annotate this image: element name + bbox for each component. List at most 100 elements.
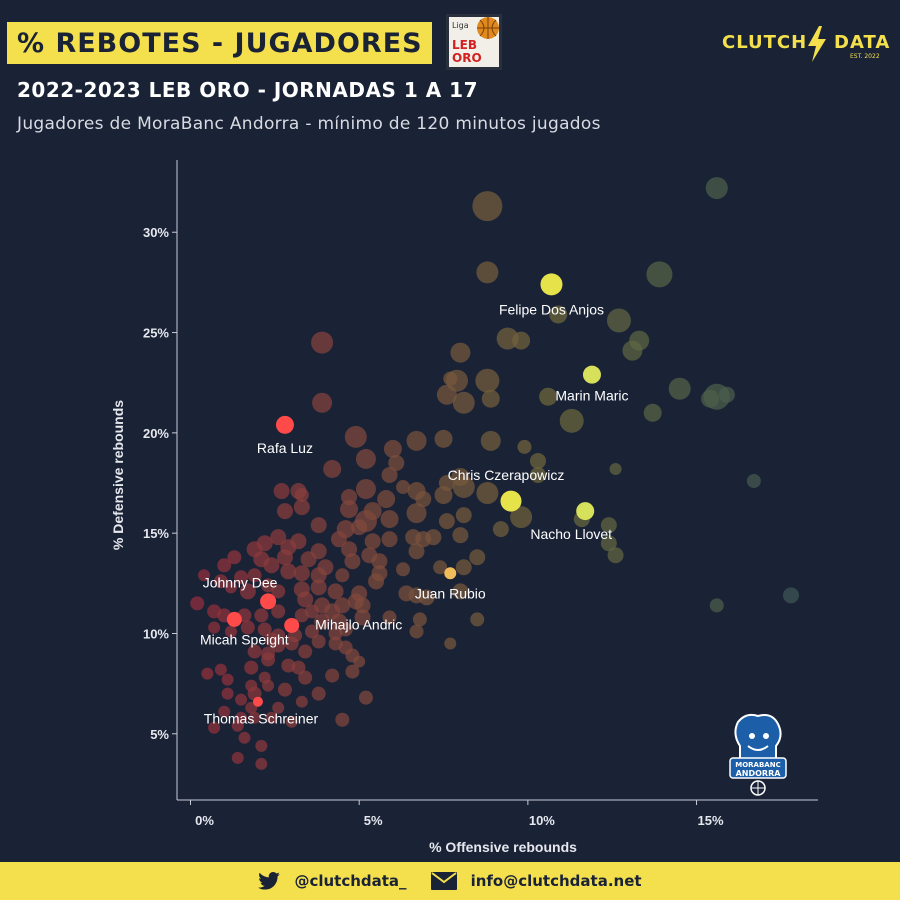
data-point	[646, 261, 673, 288]
data-point	[406, 430, 427, 451]
data-point	[285, 715, 298, 728]
data-point	[364, 533, 381, 550]
data-point	[293, 565, 310, 582]
footer-twitter[interactable]: @clutchdata_	[294, 872, 407, 890]
team-logo-line2: ANDORRA	[736, 769, 782, 778]
data-point	[231, 719, 244, 732]
highlighted-labels: Felipe Dos Anjos Marin Maric Chris Czerapo…	[200, 301, 629, 726]
highlighted-point	[500, 490, 522, 512]
highlighted-point	[252, 696, 263, 707]
data-point	[371, 553, 388, 570]
data-point	[629, 330, 650, 351]
data-point	[276, 549, 293, 566]
data-point	[190, 596, 205, 611]
data-point	[298, 670, 313, 685]
data-point	[221, 673, 234, 686]
data-point	[273, 483, 290, 500]
data-point	[294, 488, 309, 503]
page-caption: Jugadores de MoraBanc Andorra - mínimo d…	[17, 114, 601, 134]
data-point	[452, 476, 475, 499]
data-point	[607, 547, 624, 564]
data-point	[469, 549, 486, 566]
data-point	[214, 663, 227, 676]
data-point	[311, 686, 326, 701]
y-tick-label: 20%	[143, 426, 169, 441]
x-tick-label: 15%	[698, 813, 724, 828]
data-point	[261, 652, 276, 667]
data-point	[472, 191, 503, 222]
data-point	[512, 331, 531, 350]
data-point	[335, 712, 350, 727]
data-point	[224, 625, 237, 638]
data-point	[280, 563, 297, 580]
data-point	[344, 425, 367, 448]
data-point	[314, 613, 331, 630]
footer-email[interactable]: info@clutchdata.net	[470, 872, 642, 890]
data-point	[271, 584, 286, 599]
data-point	[244, 660, 259, 675]
data-point	[434, 486, 453, 505]
data-point	[224, 581, 237, 594]
brand-word-right: DATA	[834, 32, 891, 53]
data-point	[235, 693, 248, 706]
data-point	[213, 574, 228, 589]
data-point	[406, 503, 427, 524]
data-point	[600, 535, 617, 552]
data-point	[247, 568, 262, 583]
highlighted-point	[576, 502, 595, 521]
data-point	[262, 679, 275, 692]
data-point	[450, 342, 471, 363]
data-point	[323, 459, 342, 478]
data-point	[310, 567, 327, 584]
data-point	[353, 655, 366, 668]
data-point	[338, 622, 353, 637]
data-point	[297, 591, 314, 608]
lightning-icon	[808, 26, 826, 62]
y-tick-label: 10%	[143, 626, 169, 641]
data-point	[276, 503, 293, 520]
data-point	[481, 389, 500, 408]
player-label: Felipe Dos Anjos	[499, 301, 604, 317]
data-point	[257, 622, 272, 637]
data-point	[310, 543, 327, 560]
data-point	[746, 474, 761, 489]
data-point	[221, 687, 234, 700]
data-point	[415, 491, 432, 508]
data-point	[238, 731, 251, 744]
data-point	[381, 466, 398, 483]
data-point	[277, 682, 292, 697]
data-point	[409, 624, 424, 639]
data-point	[351, 519, 368, 536]
data-point	[396, 562, 411, 577]
data-point	[668, 377, 691, 400]
data-point	[444, 637, 457, 650]
data-point	[606, 308, 631, 333]
morabanc-andorra-logo: MORABANC ANDORRA	[729, 713, 787, 796]
data-point	[261, 578, 276, 593]
data-point	[539, 387, 558, 406]
data-point	[208, 721, 221, 734]
data-point	[218, 705, 231, 718]
data-point	[405, 529, 422, 546]
data-point	[248, 711, 261, 724]
other-points	[190, 177, 800, 770]
data-point	[310, 517, 327, 534]
data-point	[293, 499, 310, 516]
data-point	[438, 513, 455, 530]
data-point	[452, 391, 475, 414]
data-point	[709, 598, 724, 613]
highlighted-point	[260, 593, 277, 610]
data-point	[271, 604, 286, 619]
data-point	[609, 462, 622, 475]
twitter-icon	[258, 872, 281, 890]
data-point	[783, 587, 800, 604]
data-point	[382, 610, 397, 625]
data-point	[294, 608, 309, 623]
liga-logo-top: Liga	[452, 21, 469, 30]
x-tick-label: 5%	[364, 813, 383, 828]
brand-word-left: CLUTCH	[722, 32, 808, 53]
data-point	[701, 389, 720, 408]
data-point	[455, 507, 472, 524]
data-point	[377, 490, 396, 509]
footer-bar: @clutchdata_ info@clutchdata.net	[0, 862, 900, 900]
